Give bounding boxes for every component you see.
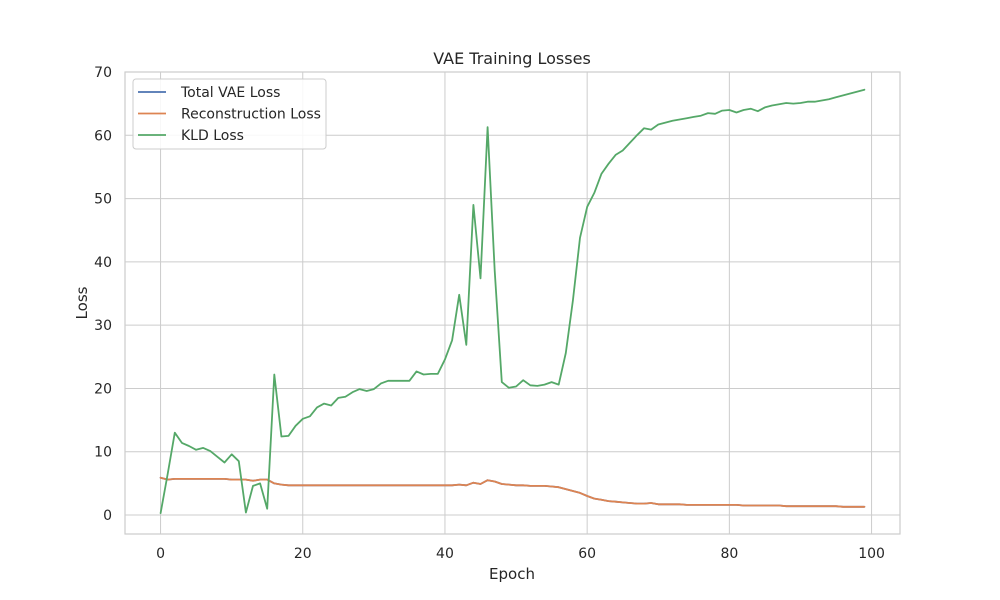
x-axis-label: Epoch [489,565,535,583]
chart-title: VAE Training Losses [433,49,591,68]
x-tick-label: 40 [436,546,454,562]
x-tick-label: 20 [294,546,312,562]
y-tick-label: 0 [103,508,112,524]
y-axis-label: Loss [73,286,91,319]
y-tick-label: 30 [94,318,112,334]
series-lines [159,88,866,514]
legend-label-2: Reconstruction Loss [181,107,321,123]
series-line-2 [159,476,866,508]
x-tick-labels: 0 20 40 60 80 100 [156,546,885,562]
y-tick-label: 50 [94,192,112,208]
legend: Total VAE Loss Reconstruction Loss KLD Los… [132,78,327,150]
legend-label-1: Total VAE Loss [180,85,280,101]
y-tick-label: 40 [94,255,112,271]
y-tick-label: 10 [94,445,112,461]
y-tick-label: 60 [94,128,112,144]
y-tick-label: 70 [94,65,112,81]
legend-label-3: KLD Loss [181,128,244,144]
legend-frame [132,78,327,150]
y-tick-label: 20 [94,381,112,397]
x-tick-label: 100 [858,546,885,562]
x-tick-label: 60 [578,546,596,562]
x-tick-label: 0 [156,546,165,562]
x-tick-label: 80 [720,546,738,562]
series-line-3 [159,88,866,514]
y-tick-labels: 0 10 20 30 40 50 60 70 [94,65,112,524]
plot-frame [124,71,901,535]
